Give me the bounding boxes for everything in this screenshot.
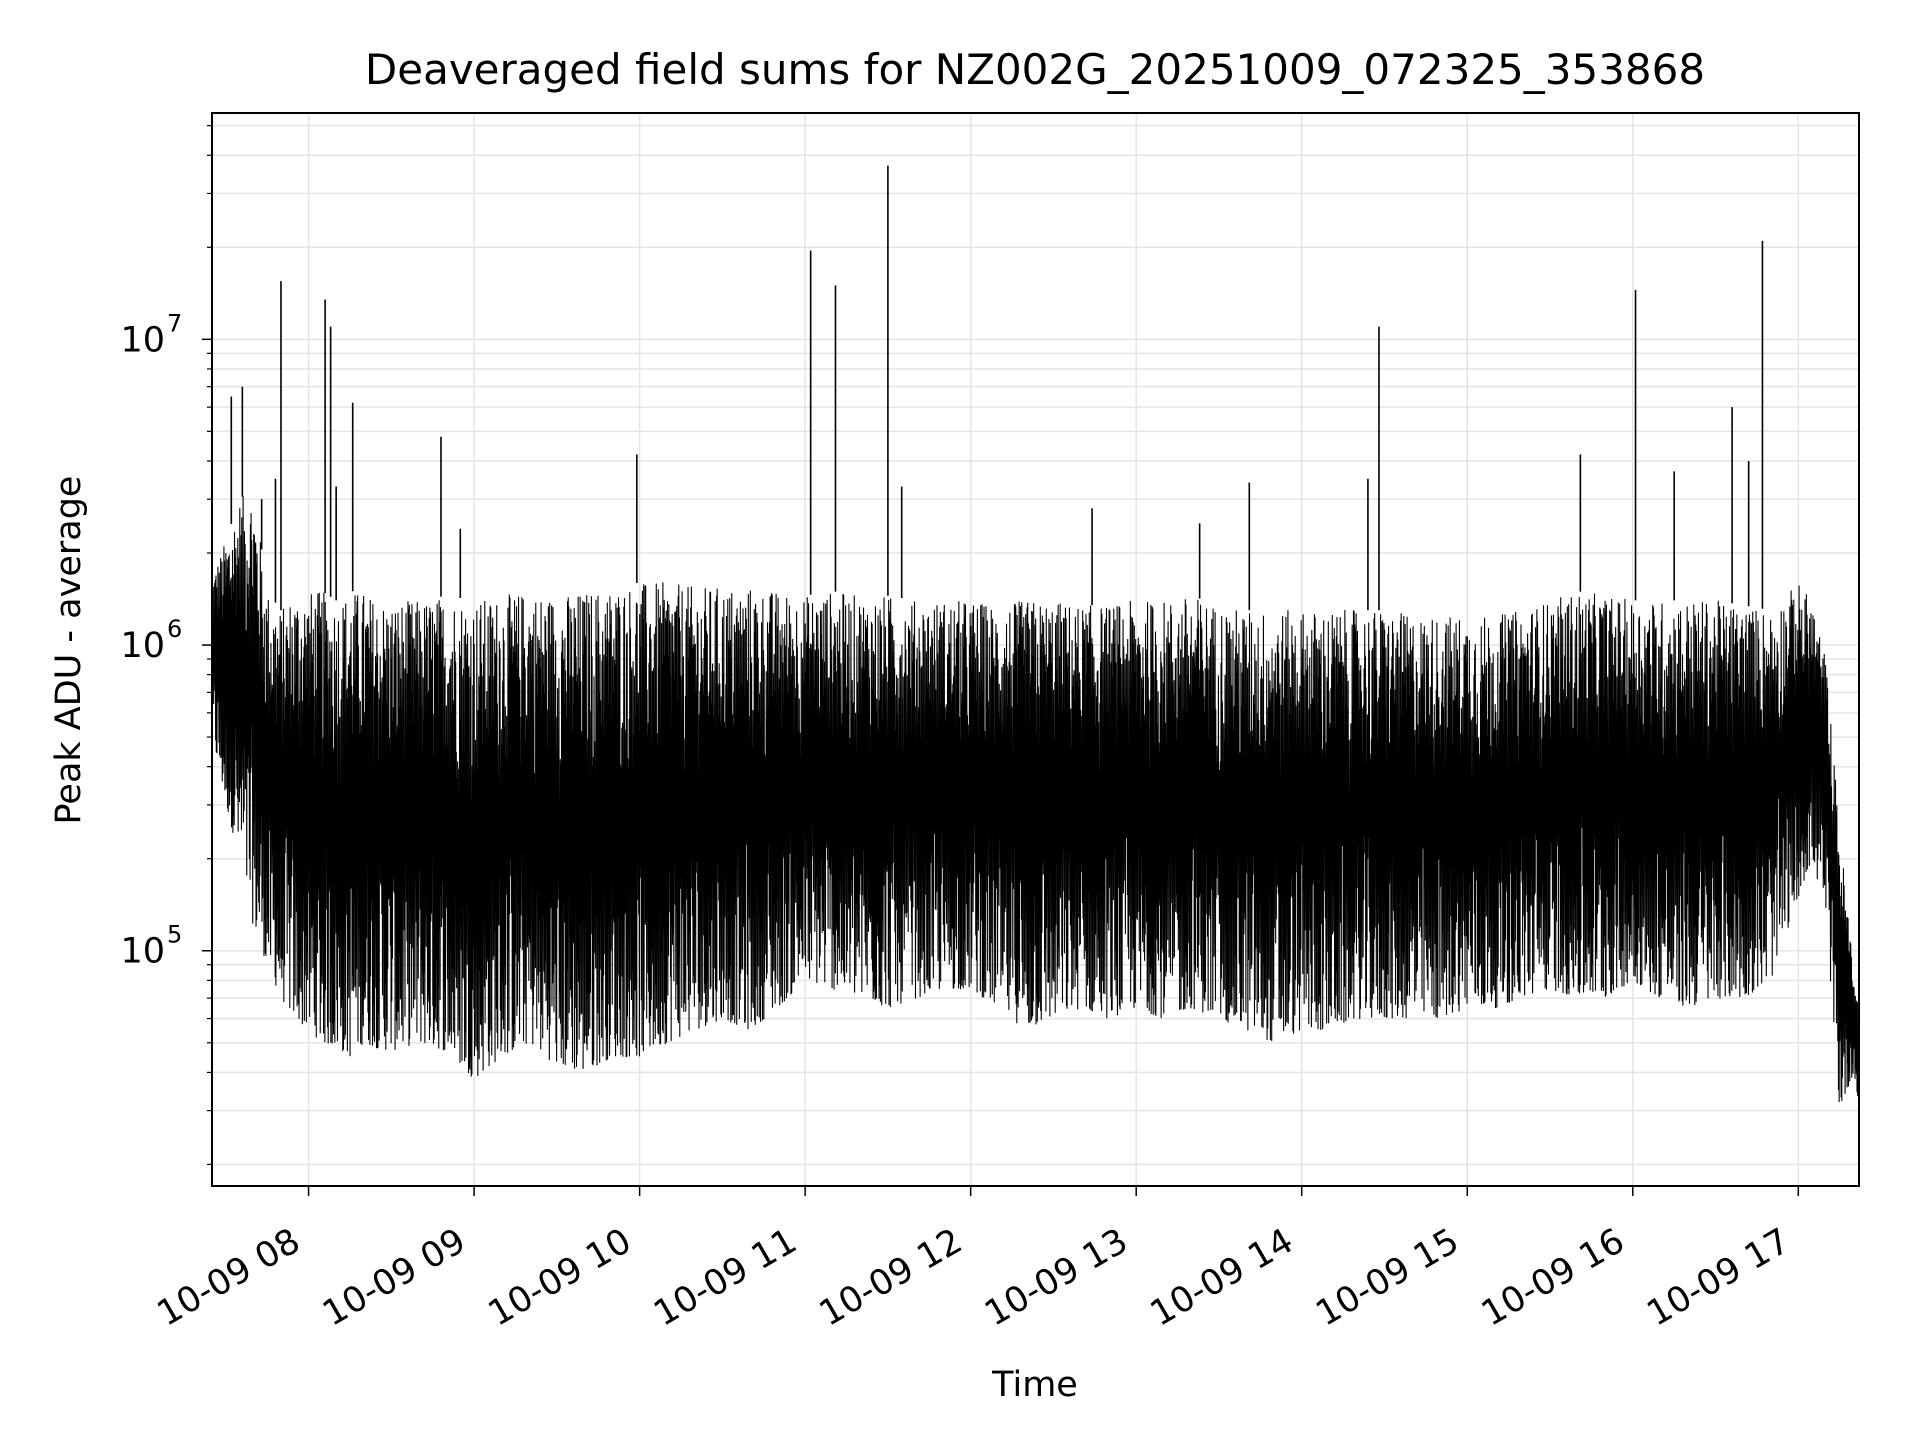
x-axis-label: Time (991, 1365, 1078, 1405)
chart-title: Deaveraged field sums for NZ002G_2025100… (365, 45, 1705, 94)
y-tick-label-exponent: 6 (167, 615, 182, 643)
y-tick-label-exponent: 7 (167, 309, 182, 337)
y-axis-label: Peak ADU - average (49, 476, 89, 825)
series-line (212, 495, 1859, 1103)
y-tick-label: 10 (120, 626, 165, 666)
series-layer (212, 165, 1859, 1103)
plot-area (212, 165, 1859, 1103)
y-tick-label: 10 (120, 932, 165, 972)
plot-frame (211, 112, 1860, 1187)
y-tick-label: 10 (120, 320, 165, 360)
y-tick-label-exponent: 5 (167, 921, 182, 949)
